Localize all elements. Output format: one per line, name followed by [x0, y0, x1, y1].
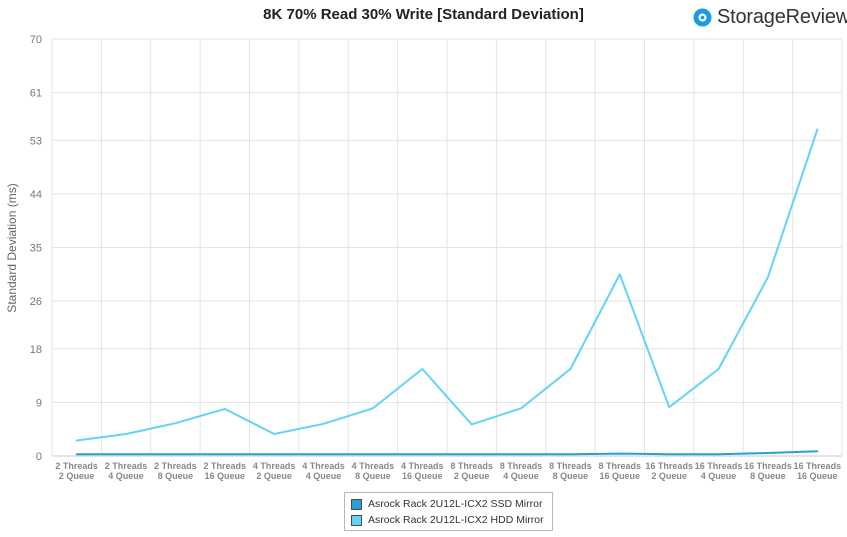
legend-label: Asrock Rack 2U12L-ICX2 SSD Mirror: [368, 498, 543, 510]
series-line-hdd-mirror: [75, 128, 819, 442]
x-tick-label: 4 Threads: [401, 461, 444, 471]
x-tick-label: 2 Queue: [59, 471, 95, 481]
x-tick-label: 16 Queue: [797, 471, 838, 481]
x-tick-label: 8 Queue: [750, 471, 786, 481]
x-tick-label: 2 Threads: [154, 461, 197, 471]
x-tick-label: 4 Queue: [503, 471, 539, 481]
x-tick-label: 2 Threads: [105, 461, 148, 471]
x-tick-label: 8 Threads: [500, 461, 543, 471]
series-line-ssd-mirror: [75, 450, 819, 456]
legend-swatch: [351, 514, 362, 526]
y-tick-label: 9: [36, 397, 42, 409]
x-tick-label: 8 Threads: [549, 461, 592, 471]
x-tick-label: 8 Threads: [450, 461, 493, 471]
brand-logo[interactable]: StorageReview: [693, 5, 847, 29]
y-tick-label: 35: [30, 243, 42, 255]
legend-label: Asrock Rack 2U12L-ICX2 HDD Mirror: [368, 514, 544, 526]
x-tick-label: 16 Threads: [695, 461, 743, 471]
x-tick-label: 4 Threads: [302, 461, 345, 471]
x-tick-label: 16 Queue: [205, 471, 246, 481]
series-lines: [75, 128, 819, 456]
y-tick-label: 53: [30, 135, 42, 147]
y-axis-label: Standard Deviation (ms): [5, 183, 19, 312]
x-tick-label: 8 Queue: [355, 471, 391, 481]
legend-item-hdd-mirror[interactable]: Asrock Rack 2U12L-ICX2 HDD Mirror: [351, 512, 546, 528]
x-tick-label: 4 Threads: [253, 461, 296, 471]
legend-swatch: [351, 498, 362, 510]
y-tick-label: 0: [36, 451, 42, 463]
x-tick-label: 2 Threads: [204, 461, 247, 471]
x-tick-label: 4 Queue: [108, 471, 144, 481]
x-tick-label: 4 Queue: [306, 471, 342, 481]
x-tick-label: 2 Queue: [651, 471, 687, 481]
x-tick-label: 2 Queue: [454, 471, 490, 481]
y-tick-label: 18: [30, 344, 42, 356]
x-tick-label: 2 Queue: [256, 471, 292, 481]
x-tick-label: 16 Queue: [402, 471, 443, 481]
y-axis: 0 9 18 26 35 44 53 61 70: [30, 34, 42, 463]
x-tick-label: 8 Queue: [158, 471, 194, 481]
y-tick-label: 70: [30, 34, 42, 46]
legend-item-ssd-mirror[interactable]: Asrock Rack 2U12L-ICX2 SSD Mirror: [351, 496, 546, 512]
grid: [51, 38, 843, 457]
x-tick-label: 8 Threads: [599, 461, 642, 471]
x-tick-label: 16 Queue: [600, 471, 641, 481]
y-tick-label: 61: [30, 88, 42, 100]
x-tick-label: 16 Threads: [744, 461, 792, 471]
brand-name: StorageReview: [717, 5, 847, 28]
y-tick-label: 44: [30, 189, 42, 201]
x-tick-label: 4 Queue: [701, 471, 737, 481]
storagereview-logo-icon: [693, 7, 712, 27]
x-tick-label: 16 Threads: [645, 461, 693, 471]
y-tick-label: 26: [30, 296, 42, 308]
chart-legend: Asrock Rack 2U12L-ICX2 SSD Mirror Asrock…: [344, 492, 553, 531]
x-tick-label: 8 Queue: [553, 471, 589, 481]
x-tick-label: 4 Threads: [352, 461, 395, 471]
x-tick-label: 2 Threads: [55, 461, 98, 471]
chart-title: 8K 70% Read 30% Write [Standard Deviatio…: [263, 6, 584, 23]
x-tick-label: 16 Threads: [794, 461, 842, 471]
